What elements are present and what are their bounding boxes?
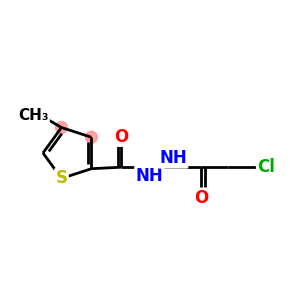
Text: CH₃: CH₃ xyxy=(18,108,49,123)
Circle shape xyxy=(85,131,97,143)
Text: Cl: Cl xyxy=(257,158,275,176)
Text: NH: NH xyxy=(136,167,163,185)
Text: O: O xyxy=(114,128,128,146)
Text: NH: NH xyxy=(159,149,187,167)
Circle shape xyxy=(56,122,68,134)
Text: S: S xyxy=(56,169,68,188)
Text: O: O xyxy=(194,189,208,207)
